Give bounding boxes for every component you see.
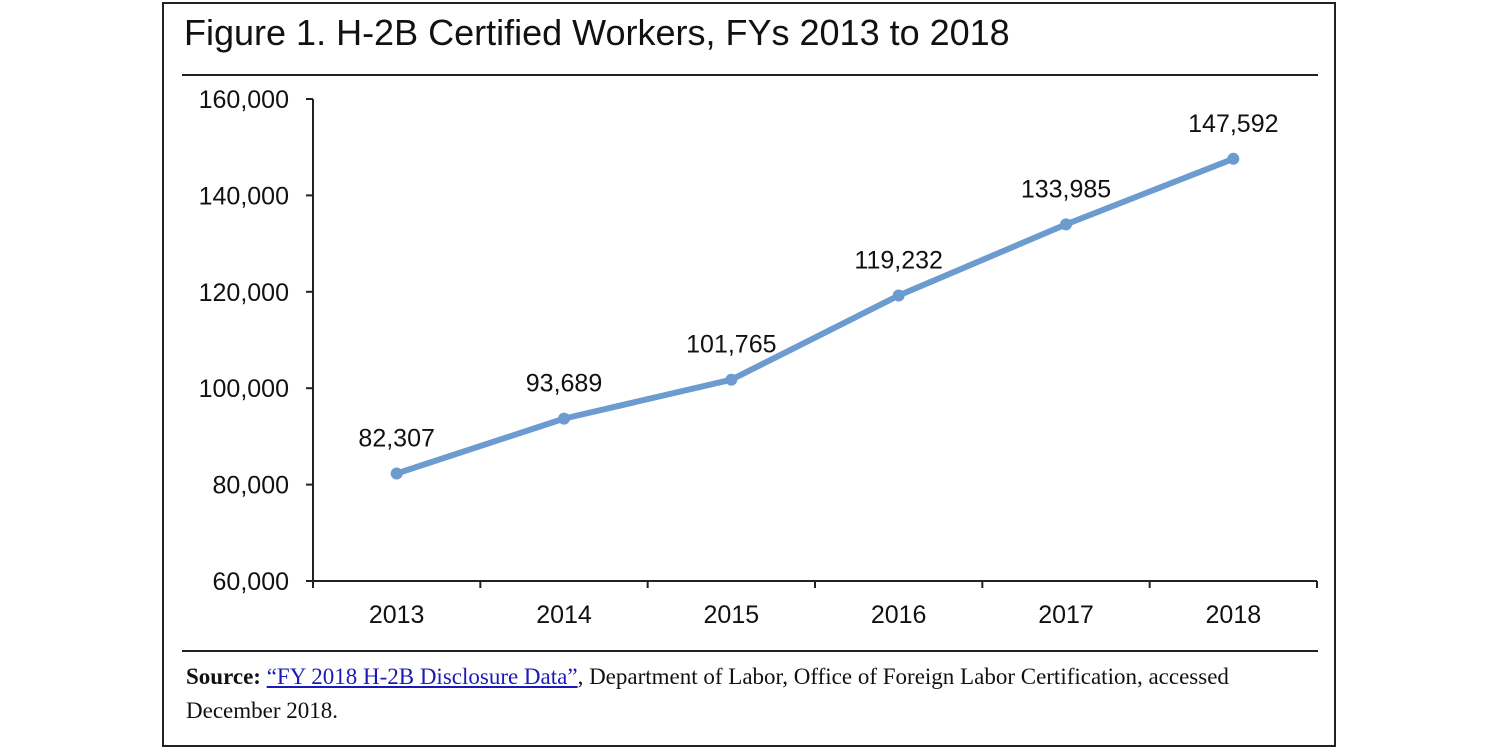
- data-label: 133,985: [1021, 175, 1111, 203]
- source-link[interactable]: “FY 2018 H-2B Disclosure Data”: [266, 664, 578, 689]
- source-note: Source: “FY 2018 H-2B Disclosure Data”, …: [186, 660, 1316, 728]
- source-label: Source:: [186, 664, 261, 689]
- x-tick-label: 2016: [871, 601, 927, 629]
- data-label: 119,232: [854, 247, 943, 275]
- x-tick-label: 2015: [704, 601, 760, 629]
- data-point: [892, 289, 905, 302]
- data-point: [1227, 152, 1240, 165]
- data-label: 93,689: [526, 370, 602, 398]
- data-label: 101,765: [686, 331, 776, 359]
- y-tick-label: 140,000: [199, 182, 289, 210]
- data-point: [725, 373, 738, 386]
- y-tick-label: 160,000: [199, 86, 289, 114]
- data-point: [558, 412, 570, 425]
- x-tick-label: 2013: [369, 601, 425, 629]
- chart-title: Figure 1. H-2B Certified Workers, FYs 20…: [184, 12, 1010, 53]
- y-tick-label: 60,000: [213, 568, 289, 596]
- source-divider: [182, 650, 1318, 652]
- data-point: [390, 467, 403, 480]
- y-tick-label: 80,000: [213, 472, 289, 500]
- x-tick-label: 2014: [536, 601, 592, 629]
- y-tick-label: 120,000: [199, 279, 289, 307]
- data-label: 147,592: [1188, 110, 1278, 138]
- source-text: , Department of Labor, Office of Foreign…: [186, 664, 1229, 723]
- figure-frame: [162, 2, 1336, 747]
- x-tick-label: 2018: [1206, 601, 1262, 629]
- series-line: [393, 155, 1237, 477]
- x-tick-label: 2017: [1038, 601, 1094, 629]
- data-point: [1060, 218, 1072, 231]
- title-divider: [182, 74, 1318, 76]
- y-tick-label: 100,000: [199, 375, 289, 403]
- data-label: 82,307: [358, 424, 434, 452]
